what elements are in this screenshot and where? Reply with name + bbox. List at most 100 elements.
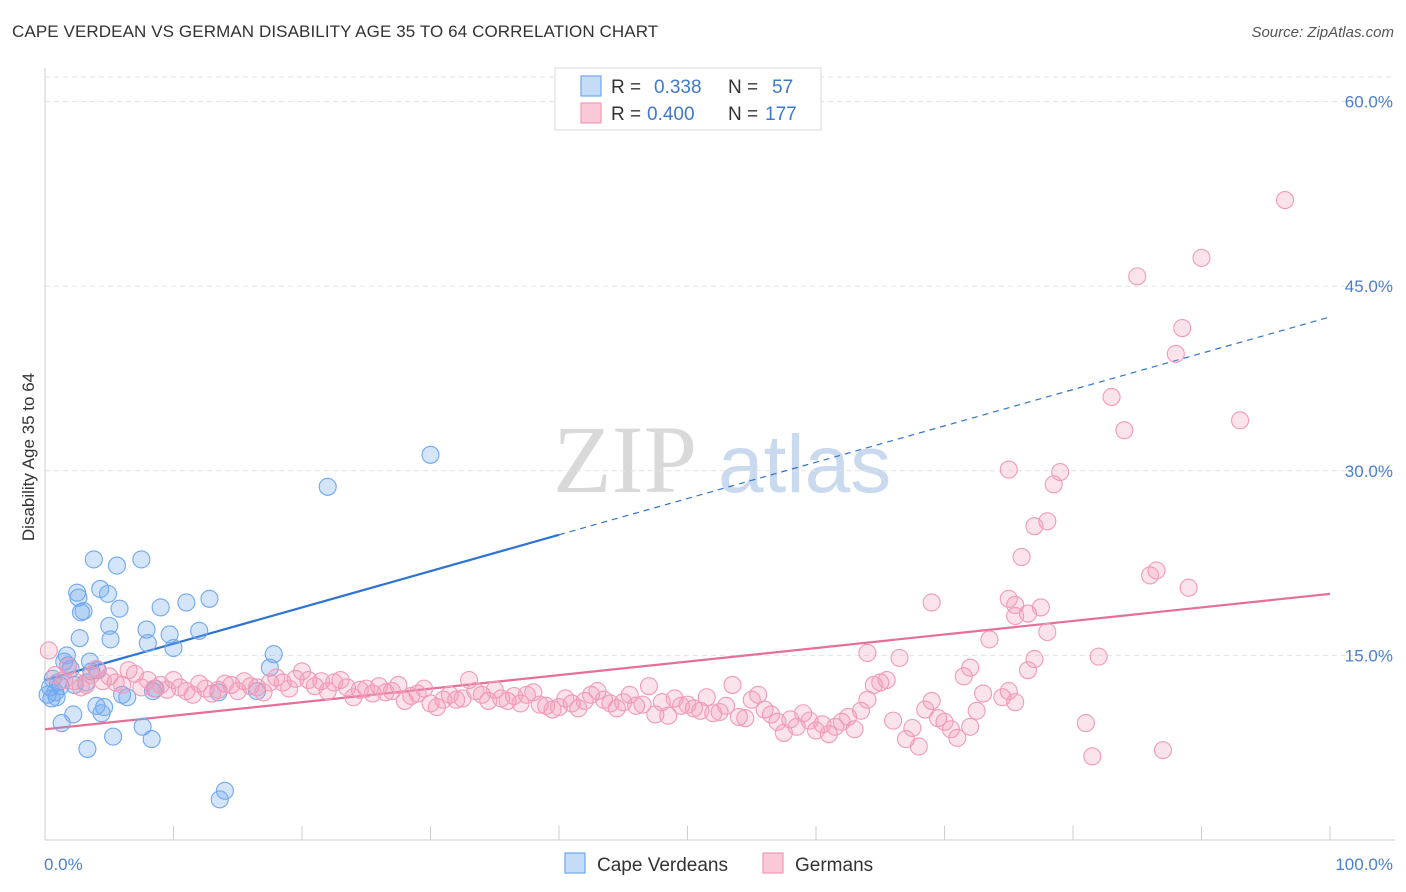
- german-point-43: [312, 672, 331, 691]
- bottom-legend-swatch-germans: [762, 852, 784, 874]
- german-point-145: [973, 684, 993, 703]
- german-point-151: [922, 593, 941, 612]
- german-point-106: [716, 696, 736, 715]
- german-point-64: [447, 690, 466, 709]
- german-point-152: [961, 658, 980, 677]
- chart-title: CAPE VERDEAN VS GERMAN DISABILITY AGE 35…: [12, 22, 659, 41]
- axes: [44, 68, 1395, 841]
- cape-verdean-point-53: [215, 781, 234, 800]
- cape-verdean-point-47: [164, 638, 183, 658]
- bottom-legend: Cape Verdeans Germans: [564, 852, 873, 876]
- watermark-atlas: atlas: [718, 419, 891, 510]
- german-point-177: [1231, 411, 1250, 430]
- legend-r-label-2: R =: [611, 104, 641, 125]
- cape-verdean-point-31: [100, 616, 119, 635]
- german-point-108: [729, 707, 748, 726]
- y-tick-label-2: 45.0%: [1345, 277, 1393, 296]
- y-tick-label-3: 60.0%: [1345, 93, 1393, 112]
- german-point-172: [1153, 741, 1172, 760]
- german-point-66: [459, 670, 479, 690]
- cape-verdean-point-16: [69, 588, 88, 607]
- german-point-165: [1076, 714, 1095, 733]
- german-point-147: [999, 682, 1018, 701]
- german-point-127: [851, 701, 871, 720]
- german-point-180: [858, 643, 877, 662]
- german-point-113: [761, 705, 781, 724]
- trend-lines: [44, 316, 1331, 731]
- german-point-93: [633, 695, 652, 714]
- cape-verdean-point-40: [137, 620, 156, 639]
- cape-verdean-point-49: [190, 621, 209, 640]
- german-point-91: [620, 685, 639, 704]
- german-point-39: [286, 669, 305, 688]
- german-point-107: [723, 675, 742, 694]
- legend-r-label-1: R =: [611, 77, 641, 98]
- legend-n-label-2: N =: [728, 104, 758, 125]
- cape-verdean-point-52: [210, 790, 229, 809]
- x-tick-label-0: 0.0%: [44, 855, 83, 874]
- german-point-122: [819, 725, 838, 744]
- german-point-55: [389, 675, 408, 694]
- watermark-zip: ZIP: [553, 406, 697, 513]
- y-tick-labels: 15.0% 30.0% 45.0% 60.0%: [1345, 93, 1393, 666]
- cape-verdean-point-48: [177, 593, 196, 612]
- cape-verdean-point-45: [151, 598, 170, 617]
- german-point-176: [1192, 248, 1211, 267]
- source-label: Source: ZipAtlas.com: [1251, 24, 1394, 41]
- cape-verdean-point-21: [78, 739, 97, 758]
- german-point-168: [1102, 387, 1121, 407]
- legend-swatch-germans: [580, 102, 602, 124]
- german-point-46: [331, 670, 350, 690]
- cape-verdean-point-38: [132, 550, 151, 569]
- legend-n-value-2: 177: [765, 104, 797, 125]
- german-point-141: [948, 728, 967, 747]
- cape-verdean-point-13: [64, 705, 83, 724]
- german-point-169: [1115, 421, 1134, 440]
- bottom-legend-label-germans: Germans: [795, 855, 873, 876]
- german-point-131: [877, 670, 896, 690]
- german-point-34: [254, 683, 273, 702]
- german-point-73: [504, 686, 524, 706]
- german-point-167: [1089, 647, 1108, 666]
- german-point-170: [1128, 267, 1147, 286]
- german-point-5: [71, 678, 91, 697]
- gridlines: [45, 76, 1395, 656]
- german-point-161: [999, 460, 1018, 479]
- cape-verdean-point-42: [142, 730, 161, 749]
- german-point-173: [1166, 344, 1185, 363]
- german-point-109: [736, 709, 755, 728]
- cape-verdean-point-34: [107, 556, 127, 575]
- cape-verdean-point-58: [421, 445, 440, 464]
- german-trend-line: [44, 592, 1331, 731]
- cape-verdean-point-56: [264, 645, 283, 664]
- german-point-20: [164, 670, 183, 690]
- german-point-103: [697, 688, 716, 707]
- german-point-1: [46, 666, 65, 685]
- cape-verdean-point-33: [104, 727, 123, 746]
- legend-n-value-1: 57: [772, 77, 793, 98]
- cape-verdean-point-41: [138, 634, 157, 653]
- german-point-97: [659, 706, 678, 725]
- german-point-153: [980, 630, 999, 649]
- german-point-51: [363, 684, 382, 703]
- german-point-132: [884, 711, 903, 730]
- cape-verdean-point-39: [133, 717, 152, 736]
- german-point-137: [922, 691, 941, 710]
- german-point-83: [569, 699, 588, 718]
- cape-verdean-trend-extension: [558, 316, 1331, 536]
- watermark: ZIP atlas: [553, 406, 891, 513]
- cape-verdean-point-24: [84, 550, 103, 569]
- german-point-94: [639, 677, 659, 696]
- cape-verdean-point-50: [200, 589, 219, 608]
- german-point-0: [39, 641, 58, 660]
- german-point-159: [1031, 598, 1050, 617]
- german-point-166: [1083, 747, 1102, 766]
- legend-r-value-1: 0.338: [654, 77, 702, 98]
- legend: R = 0.338 N = 57 R = 0.400 N = 177: [554, 67, 822, 131]
- german-point-179: [1141, 566, 1160, 585]
- german-point-174: [1173, 319, 1192, 338]
- german-point-15: [132, 678, 151, 697]
- y-tick-label-1: 30.0%: [1345, 462, 1393, 481]
- german-point-149: [1018, 661, 1038, 680]
